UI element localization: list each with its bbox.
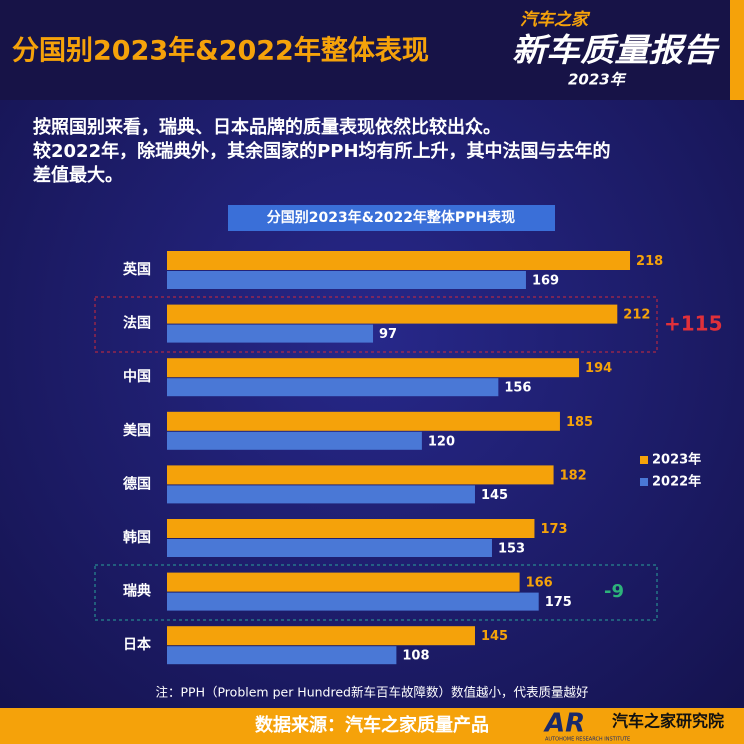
- category-label: 韩国: [123, 529, 151, 546]
- annotation: +115: [664, 312, 723, 336]
- note: 注：PPH（Problem per Hundred新车百车故障数）数值越小，代表…: [156, 685, 589, 700]
- value-label: 169: [532, 274, 559, 289]
- value-label: 97: [379, 327, 397, 342]
- legend-label: 2023年: [652, 452, 701, 468]
- header-bar: [0, 0, 744, 100]
- legend-swatch: [640, 456, 648, 464]
- bar: [167, 324, 374, 343]
- value-label: 153: [498, 542, 525, 557]
- category-label: 法国: [123, 315, 151, 332]
- brand-mark: AR: [543, 709, 585, 739]
- value-label: 212: [623, 308, 650, 323]
- intro-line: 差值最大。: [33, 164, 123, 186]
- brand-name: 汽车之家研究院: [612, 712, 724, 731]
- bar: [167, 431, 422, 450]
- bar: [167, 304, 618, 324]
- bar: [167, 411, 560, 431]
- category-label: 日本: [123, 636, 152, 653]
- value-label: 120: [428, 434, 455, 449]
- bar: [167, 592, 539, 611]
- chart-title-box: [228, 205, 555, 231]
- logo-year: 2023年: [568, 71, 627, 89]
- intro-line: 较2022年，除瑞典外，其余国家的PPH均有所上升，其中法国与去年的: [33, 140, 611, 162]
- chart-title: 分国别2023年&2022年整体PPH表现: [267, 209, 515, 226]
- category-label: 德国: [123, 475, 151, 492]
- bar: [167, 271, 526, 289]
- category-label: 美国: [123, 422, 151, 439]
- bar: [167, 465, 554, 485]
- value-label: 145: [481, 629, 508, 644]
- bar: [167, 358, 580, 378]
- legend-swatch: [640, 478, 648, 486]
- bar: [167, 572, 520, 592]
- value-label: 194: [585, 361, 612, 376]
- value-label: 173: [540, 522, 567, 537]
- category-label: 中国: [123, 368, 151, 385]
- footer-bar: [0, 708, 744, 744]
- category-label: 瑞典: [123, 583, 151, 600]
- bar: [167, 251, 631, 270]
- highlight-box: [94, 296, 658, 353]
- bar: [167, 626, 475, 646]
- value-label: 218: [636, 254, 663, 269]
- logo-main: 新车质量报告: [512, 31, 720, 69]
- header-accent: [730, 0, 744, 100]
- value-label: 108: [402, 649, 429, 664]
- logo-top: 汽车之家: [520, 10, 591, 30]
- legend-label: 2022年: [652, 474, 701, 490]
- value-label: 145: [481, 488, 508, 503]
- value-label: 166: [526, 576, 553, 591]
- highlight-box: [94, 564, 658, 621]
- annotation: -9: [604, 581, 624, 602]
- header-title: 分国别2023年&2022年整体表现: [12, 35, 429, 67]
- footer-source: 数据来源：汽车之家质量产品: [255, 714, 489, 736]
- category-label: 英国: [122, 261, 151, 278]
- intro-line: 按照国别来看，瑞典、日本品牌的质量表现依然比较出众。: [33, 116, 501, 138]
- value-label: 175: [545, 595, 572, 610]
- value-label: 182: [560, 468, 587, 483]
- value-label: 156: [504, 381, 531, 396]
- bar: [167, 378, 499, 397]
- value-label: 185: [566, 415, 593, 430]
- bar: [167, 539, 492, 557]
- bar: [167, 646, 397, 665]
- brand-en: AUTOHOME RESEARCH INSTITUTE: [545, 737, 630, 743]
- bar: [167, 519, 535, 538]
- bar: [167, 485, 475, 504]
